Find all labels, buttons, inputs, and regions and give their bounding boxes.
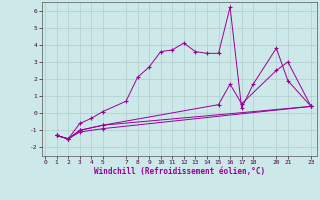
X-axis label: Windchill (Refroidissement éolien,°C): Windchill (Refroidissement éolien,°C) — [94, 167, 265, 176]
